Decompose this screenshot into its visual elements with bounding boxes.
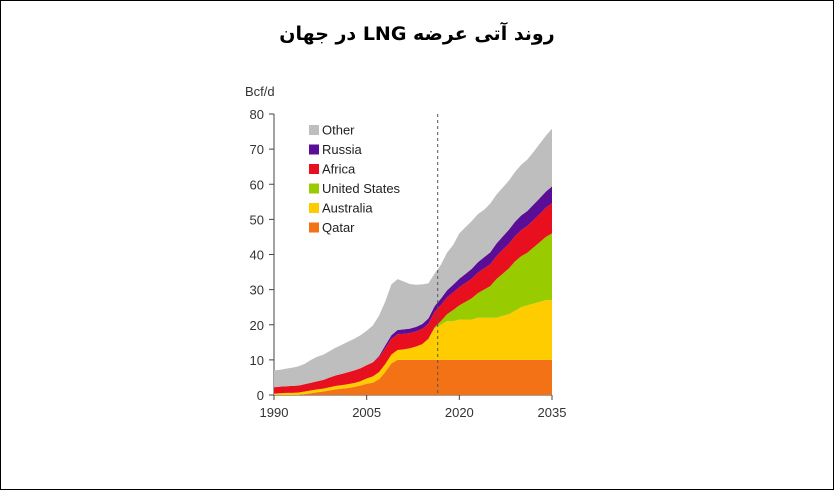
legend-swatch [309, 125, 319, 135]
area-australia [274, 300, 552, 395]
x-tick-label: 2005 [352, 405, 381, 420]
legend-label: Qatar [322, 220, 355, 235]
legend-swatch [309, 203, 319, 213]
y-tick-label: 20 [250, 318, 264, 333]
y-tick-label: 0 [257, 388, 264, 403]
legend-label: Africa [322, 162, 356, 177]
legend-label: United States [322, 181, 401, 196]
y-tick-label: 60 [250, 177, 264, 192]
legend-swatch [309, 222, 319, 233]
legend-swatch [309, 164, 319, 174]
legend: Other Russia Africa United States Australia Q… [309, 123, 401, 235]
y-tick-label: 80 [250, 107, 264, 122]
area-qatar [274, 359, 552, 395]
legend-label: Russia [322, 142, 363, 157]
x-tick-label: 1990 [260, 405, 289, 420]
y-tick-label: 50 [250, 212, 264, 227]
legend-label: Australia [322, 201, 373, 216]
y-axis-label: Bcf/d [245, 84, 275, 99]
chart-title: روند آتی عرضه LNG در جهان [279, 23, 555, 45]
area-united-states [274, 233, 552, 394]
y-tick-label: 40 [250, 248, 264, 263]
x-tick-label: 2035 [538, 405, 567, 420]
y-tick-label: 70 [250, 142, 264, 157]
x-tick-label: 2020 [445, 405, 474, 420]
legend-swatch [309, 144, 319, 155]
legend-label: Other [322, 123, 355, 138]
area-layer [274, 114, 552, 395]
legend-swatch [309, 183, 319, 194]
y-tick-label: 30 [250, 283, 264, 298]
y-tick-label: 10 [250, 353, 264, 368]
